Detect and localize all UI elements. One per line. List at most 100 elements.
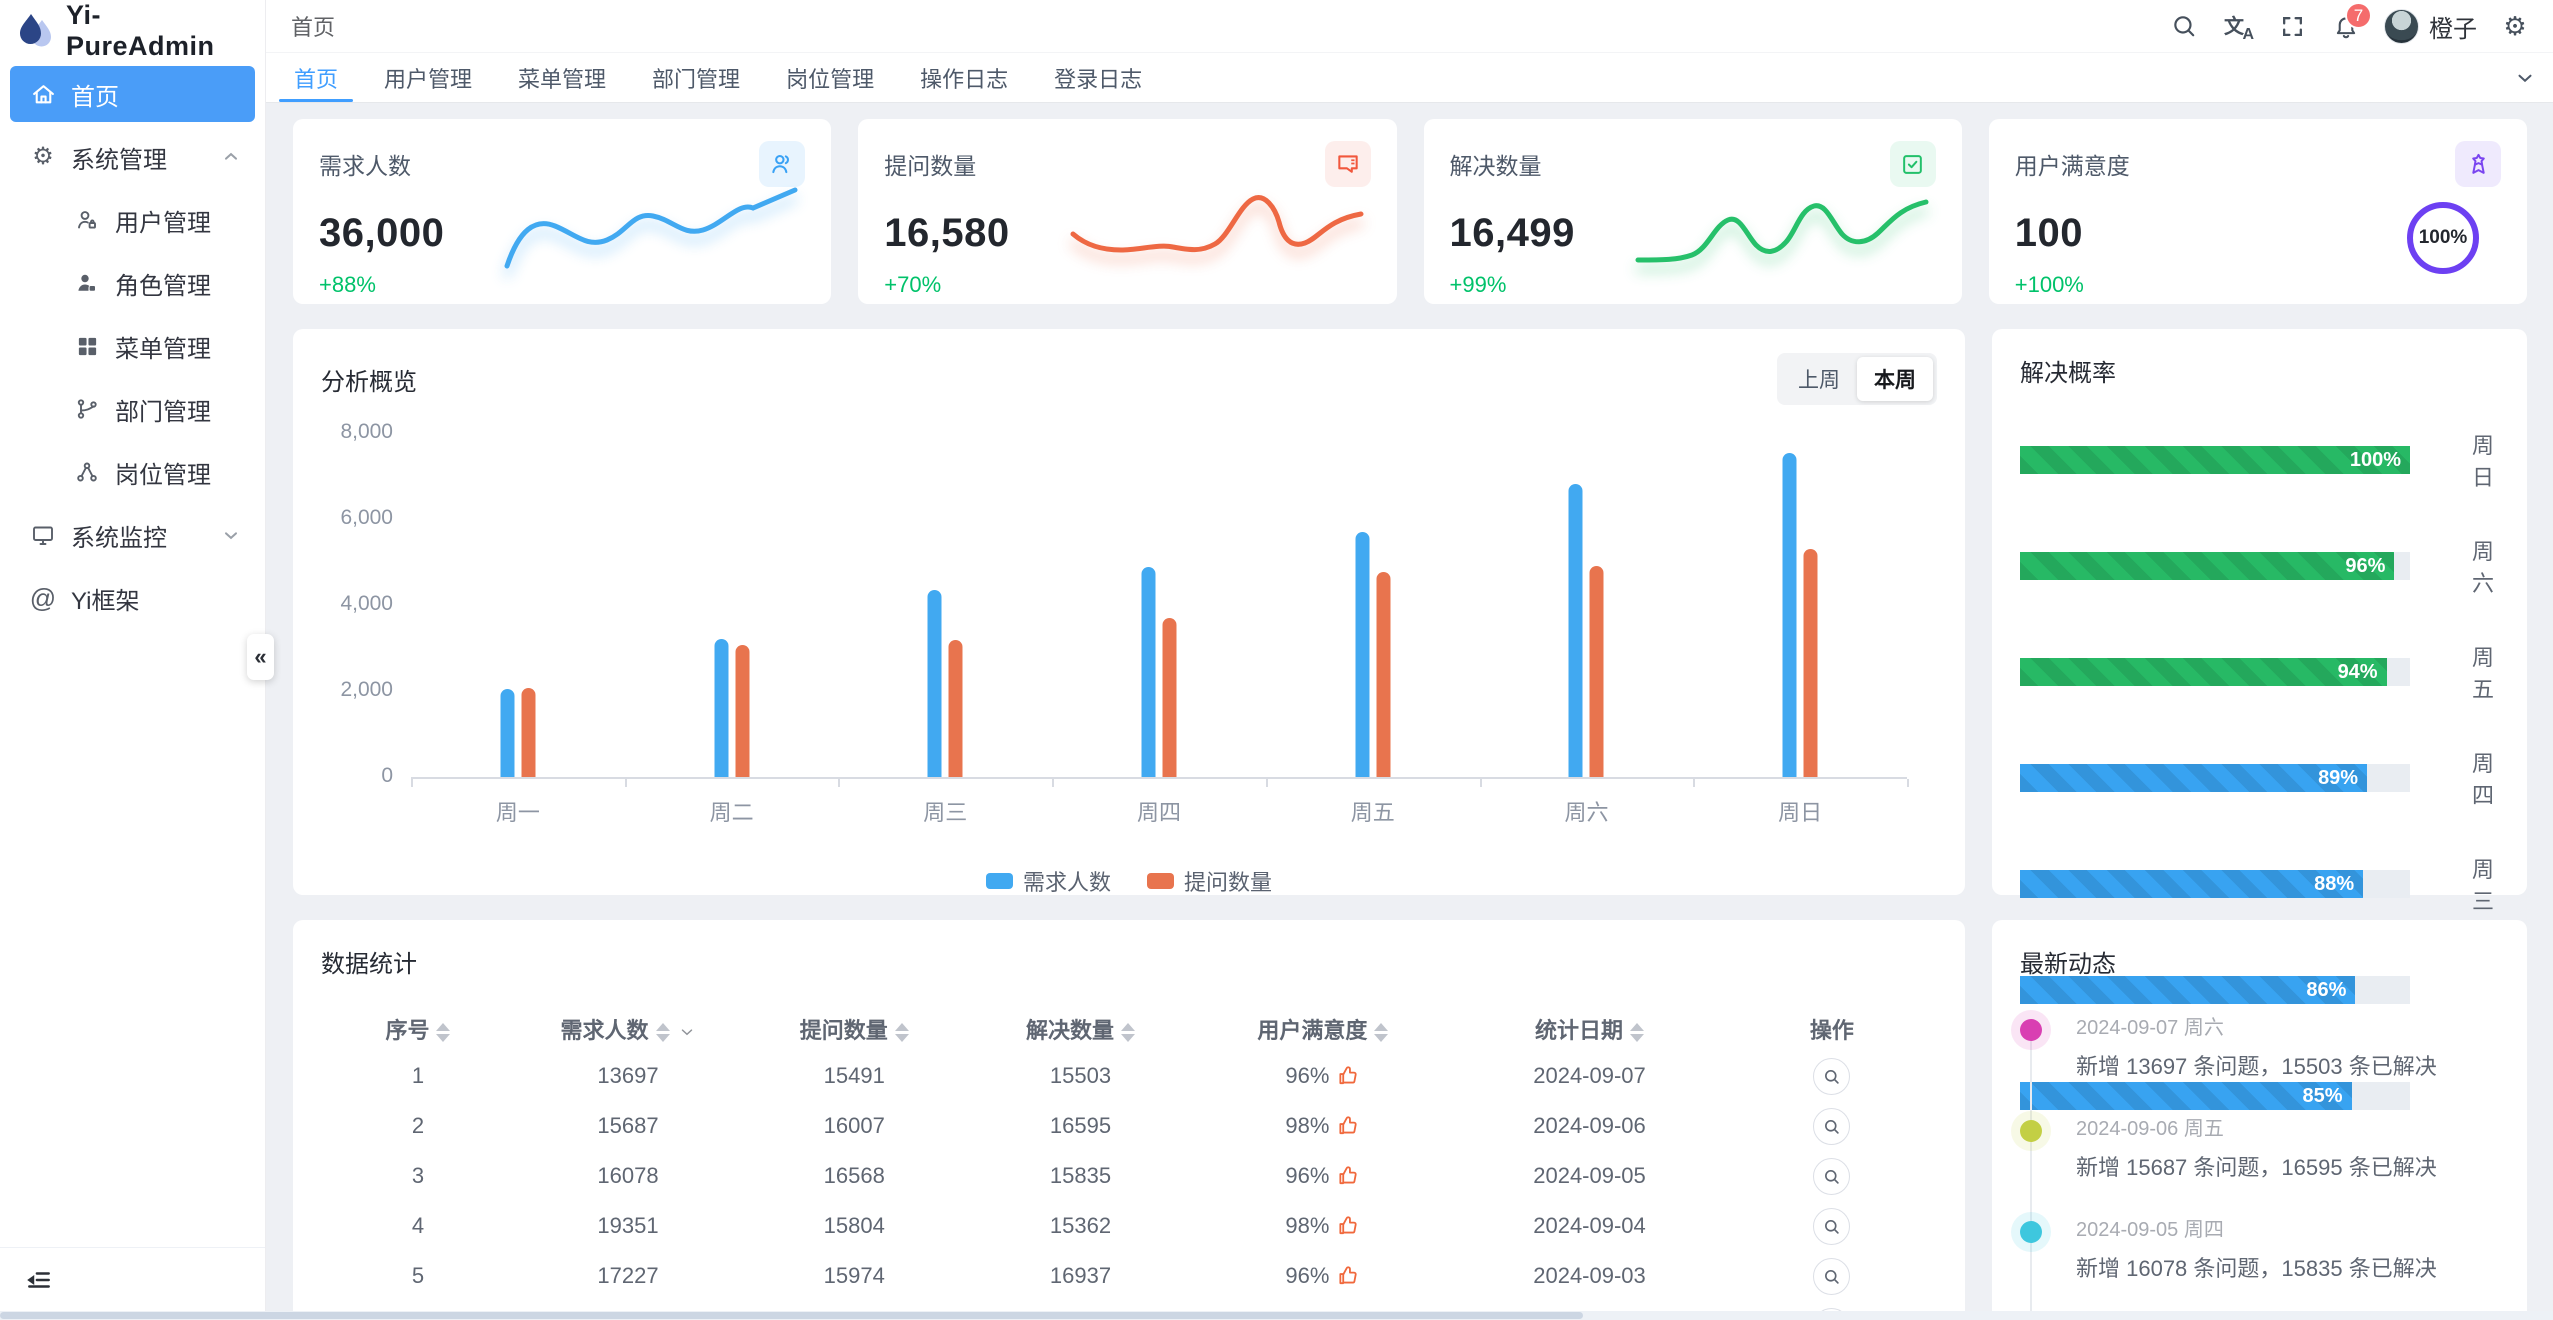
tab-home[interactable]: 首页: [271, 53, 361, 102]
sidebar-item-system-monitor[interactable]: 系统监控: [10, 507, 255, 563]
horizontal-scrollbar[interactable]: [0, 1311, 2553, 1320]
column-label: 用户满意度: [1257, 1018, 1368, 1043]
tab-item-4[interactable]: 岗位管理: [786, 66, 875, 92]
tab-item-6[interactable]: 登录日志: [1054, 66, 1143, 92]
progress-percent: 89%: [2318, 766, 2359, 789]
scrollbar-thumb[interactable]: [0, 1312, 1583, 1319]
tab-item-1[interactable]: 用户管理: [384, 66, 473, 92]
view-detail-button[interactable]: [1813, 1057, 1851, 1095]
tab-item-2[interactable]: 菜单管理: [518, 66, 607, 92]
table-row: 3 16078 16568 15835 96% 2024-09-05: [321, 1151, 1937, 1201]
stat-card-questions: 提问数量 16,580 +70%: [858, 119, 1397, 304]
tabbar: 首页 用户管理 菜单管理 部门管理 岗位管理 操作日志 登录日志: [265, 53, 2553, 103]
view-detail-button[interactable]: [1813, 1207, 1851, 1245]
progress-fill: 88%: [2020, 870, 2364, 898]
progress-fill: 100%: [2020, 446, 2410, 474]
x-axis-label: 周日: [1778, 800, 1823, 825]
progress-fill: 85%: [2020, 1082, 2352, 1110]
progress-percent: 100%: [2349, 448, 2401, 471]
cell-value: 2024-09-05: [1533, 1163, 1646, 1188]
progress-percent: 88%: [2314, 872, 2355, 895]
column-label: 解决数量: [1025, 1018, 1114, 1043]
view-detail-button[interactable]: [1813, 1107, 1851, 1145]
sidebar-item-dept-management[interactable]: 部门管理: [10, 381, 255, 437]
cell-value: 2: [411, 1113, 425, 1138]
sort-carets-icon[interactable]: [894, 1022, 909, 1042]
fullscreen-icon[interactable]: [2270, 4, 2314, 48]
column-header[interactable]: 统计日期: [1452, 1007, 1727, 1051]
data-table-title: 数据统计: [321, 951, 417, 978]
thumbs-up-icon: [1337, 1064, 1360, 1087]
sort-carets-icon[interactable]: [655, 1022, 670, 1042]
legend-item[interactable]: 提问数量: [1147, 865, 1272, 897]
sort-carets-icon[interactable]: [1630, 1022, 1645, 1042]
toggle-last-week[interactable]: 上周: [1798, 369, 1840, 392]
table-cell: 16078: [515, 1151, 741, 1201]
cell-value: 96%: [1285, 1163, 1330, 1188]
cell-value: 98%: [1285, 1213, 1330, 1238]
sidebar-item-menu-management[interactable]: 菜单管理: [10, 318, 255, 374]
settings-gear-icon[interactable]: ⚙: [2503, 10, 2527, 41]
cell-value: 4: [411, 1213, 425, 1238]
filter-chevron-icon[interactable]: [678, 1023, 696, 1041]
y-axis-label: 0: [381, 764, 393, 787]
sort-carets-icon[interactable]: [1374, 1022, 1389, 1042]
grid-icon: [74, 333, 100, 359]
at-icon: @: [29, 583, 57, 613]
column-header[interactable]: 提问数量: [741, 1007, 967, 1051]
progress-track: 85%: [2020, 1082, 2410, 1110]
sidebar-item-system-management[interactable]: ⚙ 系统管理: [10, 129, 255, 185]
legend-item[interactable]: 需求人数: [985, 865, 1111, 897]
column-label: 统计日期: [1535, 1018, 1624, 1043]
progress-day-label: 周三: [2472, 857, 2495, 914]
y-axis-label: 8,000: [340, 420, 393, 443]
sort-carets-icon[interactable]: [1121, 1022, 1135, 1042]
tabs-more-chevron-icon[interactable]: [2497, 53, 2553, 102]
sidebar-item-home[interactable]: 首页: [10, 66, 255, 122]
sidebar-item-label: 首页: [71, 83, 119, 111]
x-axis-label: 周四: [1137, 800, 1182, 825]
sidebar-item-user-management[interactable]: 用户管理: [10, 192, 255, 248]
thumbs-up-icon: [1337, 1214, 1360, 1237]
y-axis-label: 4,000: [340, 592, 393, 615]
sort-carets-icon[interactable]: [436, 1022, 451, 1042]
sidebar-item-label: 角色管理: [115, 272, 211, 300]
column-header[interactable]: 解决数量: [967, 1007, 1193, 1051]
collapse-sidebar-button[interactable]: «: [247, 634, 274, 680]
table-cell-operation: [1727, 1151, 1937, 1201]
table-cell: 15687: [515, 1101, 741, 1151]
toggle-this-week[interactable]: 本周: [1857, 357, 1933, 401]
app-logo[interactable]: Yi-PureAdmin: [0, 0, 265, 62]
bar-提问数量: [521, 688, 536, 777]
table-cell: 15974: [741, 1251, 967, 1301]
sidebar-item-yi-framework[interactable]: @ Yi框架: [10, 570, 255, 626]
table-cell: 17227: [515, 1251, 741, 1301]
column-header[interactable]: 序号: [321, 1007, 515, 1051]
solve-rate-row: 94% 周五: [2020, 640, 2499, 704]
star-badge-icon: [2455, 141, 2501, 187]
tab-item-3[interactable]: 部门管理: [652, 66, 741, 92]
stat-title: 用户满意度: [2014, 153, 2130, 179]
avatar: [2384, 8, 2419, 44]
timeline-list: 2024-09-07 周六 新增 13697 条问题，15503 条已解决 2024…: [2020, 1011, 2499, 1320]
column-header[interactable]: 需求人数: [515, 1007, 741, 1051]
breadcrumb[interactable]: 首页: [291, 15, 336, 40]
view-detail-button[interactable]: [1813, 1257, 1851, 1295]
sidebar-item-post-management[interactable]: 岗位管理: [10, 444, 255, 500]
sidebar-item-role-management[interactable]: 角色管理: [10, 255, 255, 311]
bell-icon[interactable]: 7: [2324, 2, 2372, 48]
cell-value: 3: [411, 1163, 425, 1188]
search-icon[interactable]: [2162, 4, 2206, 48]
table-cell: 16007: [741, 1101, 967, 1151]
tab-item-5[interactable]: 操作日志: [920, 66, 1009, 92]
view-detail-button[interactable]: [1813, 1157, 1851, 1195]
user-menu[interactable]: 橙子: [2378, 8, 2483, 44]
bar-提问数量: [1803, 549, 1818, 777]
username: 橙子: [2429, 15, 2477, 43]
fold-sidebar-icon[interactable]: [26, 1267, 52, 1293]
cell-value: 2024-09-04: [1533, 1213, 1646, 1238]
legend-label: 提问数量: [1184, 870, 1273, 895]
column-header[interactable]: 用户满意度: [1194, 1007, 1453, 1051]
